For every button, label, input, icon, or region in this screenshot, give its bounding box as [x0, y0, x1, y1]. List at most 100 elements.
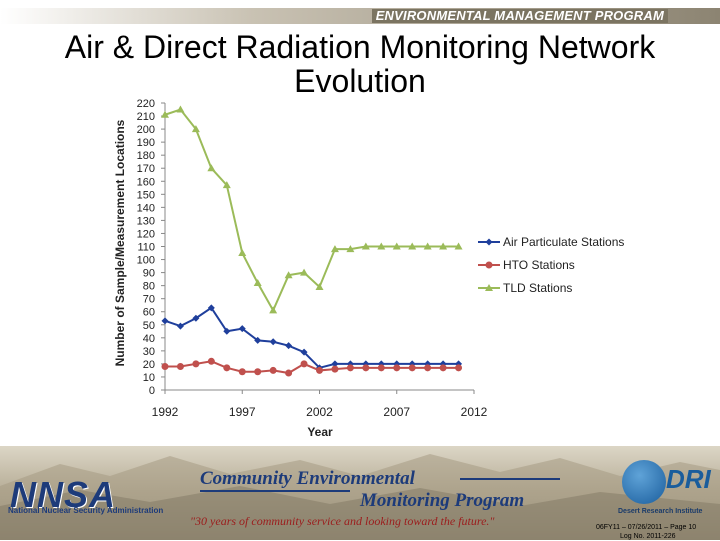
x-tick-label: 1997: [229, 405, 256, 419]
data-point: [254, 336, 262, 344]
data-point: [223, 364, 231, 372]
data-point: [315, 282, 324, 290]
y-tick-label: 60: [143, 307, 155, 319]
data-point: [408, 242, 417, 250]
y-tick-label: 170: [137, 163, 155, 175]
legend-label: HTO Stations: [503, 258, 575, 272]
data-point: [191, 125, 200, 133]
series-line: [164, 108, 459, 313]
slide-id: 06FY11 – 07/26/2011 – Page 10: [596, 524, 697, 531]
mountains-graphic: [0, 454, 720, 540]
nnsa-logo: NNSA: [10, 474, 117, 515]
y-tick-label: 30: [143, 346, 155, 358]
data-point: [300, 268, 309, 276]
y-tick-label: 150: [137, 189, 155, 201]
legend-label: TLD Stations: [503, 281, 572, 295]
data-point: [285, 342, 293, 350]
cemp-rule-bottom: [460, 478, 560, 480]
data-point: [161, 110, 169, 118]
dri-globe-icon: [622, 460, 666, 504]
series-circle: [161, 357, 463, 377]
legend: Air Particulate Stations HTO Stations TLD …: [478, 235, 624, 295]
program-label: ENVIRONMENTAL MANAGEMENT PROGRAM: [371, 9, 668, 23]
y-axis-title: Number of Sample/Measurement Locations: [113, 119, 127, 366]
y-tick-label: 40: [143, 333, 155, 345]
data-point: [253, 279, 262, 287]
data-point: [408, 364, 416, 372]
data-point: [223, 327, 231, 335]
x-tick-label: 2007: [383, 405, 410, 419]
data-point: [439, 364, 447, 372]
legend-label: Air Particulate Stations: [503, 235, 624, 249]
cemp-title-line2: Monitoring Program: [360, 490, 525, 511]
data-point: [238, 249, 247, 257]
y-tick-label: 70: [143, 294, 155, 306]
data-point: [392, 242, 401, 250]
y-tick-label: 160: [137, 176, 155, 188]
cemp-tagline: "30 years of community service and looki…: [190, 514, 495, 528]
y-tick-label: 210: [137, 111, 155, 123]
y-tick-label: 110: [137, 242, 155, 254]
y-tick-label: 180: [137, 150, 155, 162]
data-point: [454, 242, 463, 250]
data-point: [254, 368, 262, 376]
data-point: [361, 242, 370, 250]
dri-name: Desert Research Institute: [618, 508, 703, 515]
data-point: [207, 164, 216, 172]
data-point: [377, 242, 386, 250]
x-tick-label: 2012: [461, 405, 488, 419]
data-point: [300, 360, 308, 368]
legend-entry: Air Particulate Stations: [478, 235, 624, 249]
data-point: [238, 325, 246, 333]
nnsa-name: National Nuclear Security Administration: [8, 506, 164, 515]
y-tick-label: 220: [137, 98, 155, 110]
y-tick-label: 120: [137, 228, 155, 240]
data-point: [192, 360, 200, 368]
data-point: [207, 304, 215, 312]
data-point: [161, 317, 169, 325]
data-point: [455, 364, 463, 372]
log-number: Log No. 2011-226: [620, 533, 676, 540]
data-point: [423, 242, 432, 250]
dri-logo: DRI: [666, 464, 711, 494]
data-point: [331, 360, 339, 368]
data-point: [331, 365, 339, 373]
x-axis: 1992 1997 2002 2007 2012: [152, 389, 488, 419]
data-point: [285, 369, 293, 377]
data-point: [330, 245, 339, 253]
series-triangle: [161, 105, 463, 314]
data-point: [192, 314, 200, 322]
data-point: [362, 364, 370, 372]
data-point: [439, 242, 448, 250]
footer-banner: NNSA National Nuclear Security Administr…: [0, 446, 720, 540]
data-point: [238, 368, 246, 376]
data-point: [207, 357, 215, 365]
data-point: [316, 366, 323, 374]
y-tick-label: 20: [143, 359, 155, 371]
y-tick-label: 80: [143, 281, 155, 293]
y-tick-label: 90: [143, 268, 155, 280]
series-layer: [161, 105, 463, 377]
y-tick-label: 50: [143, 320, 155, 332]
data-point: [222, 181, 231, 189]
y-tick-label: 0: [149, 385, 155, 397]
cemp-rule-top: [200, 490, 350, 492]
data-point: [161, 363, 169, 371]
data-point: [284, 271, 293, 279]
data-point: [176, 363, 184, 371]
data-point: [346, 364, 354, 372]
legend-entry: HTO Stations: [478, 258, 575, 272]
legend-swatch-marker: [485, 261, 493, 269]
y-tick-label: 130: [137, 215, 155, 227]
y-tick-label: 200: [137, 124, 155, 136]
data-point: [269, 338, 277, 346]
y-tick-label: 10: [143, 372, 155, 384]
y-tick-label: 190: [137, 137, 155, 149]
data-point: [269, 306, 278, 314]
data-point: [176, 105, 185, 113]
data-point: [424, 364, 432, 372]
data-point: [176, 322, 184, 330]
slide-title: Air & Direct Radiation Monitoring Networ…: [64, 29, 656, 99]
